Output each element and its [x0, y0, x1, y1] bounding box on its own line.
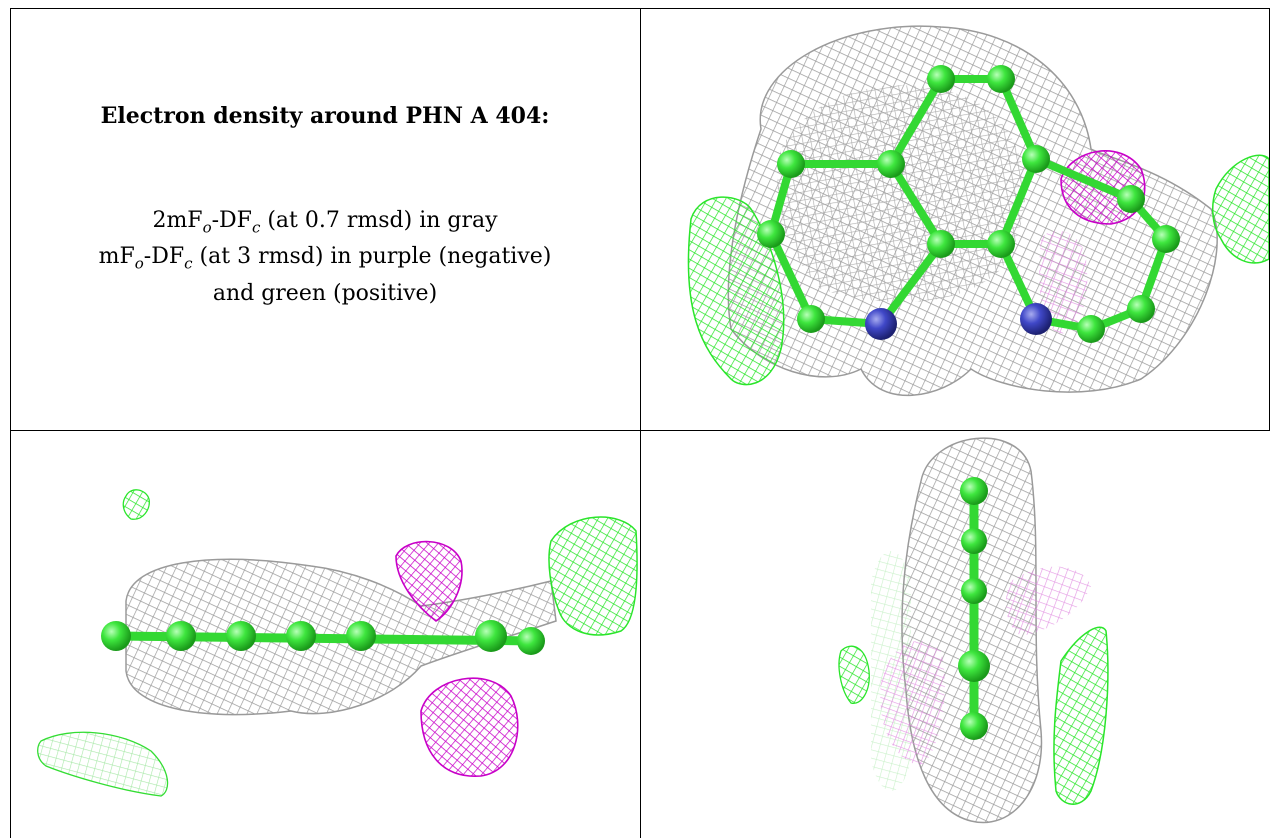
- legend-mfo-sub-o: o: [134, 254, 144, 273]
- legend-2mfo-prefix: 2mF: [152, 208, 203, 233]
- legend-2mfo-suffix: (at 0.7 rmsd) in gray: [260, 208, 498, 233]
- electron-density-mesh-top-view-icon: [687, 25, 1269, 397]
- legend-mfo-suffix: (at 3 rmsd) in purple (negative): [192, 244, 552, 270]
- caption-cell: Electron density around PHN A 404: 2mFo-…: [10, 8, 640, 428]
- purple-negative-mesh-right: [1005, 566, 1091, 636]
- molecule-atoms: [757, 65, 1180, 343]
- molecule-atoms: [958, 477, 990, 740]
- legend-line-mfo: mFo-DFc (at 3 rmsd) in purple (negative): [10, 242, 640, 278]
- panel-side-view: [11, 431, 640, 838]
- green-positive-mesh-right: [1053, 626, 1109, 805]
- figure-title: Electron density around PHN A 404:: [100, 103, 550, 129]
- legend-2mfo-mid: -DF: [211, 208, 252, 233]
- right-border: [1269, 8, 1270, 430]
- legend-mfo-prefix: mF: [98, 244, 135, 270]
- green-positive-mesh-lower-left: [37, 731, 169, 797]
- panel-top-view: [641, 9, 1269, 430]
- legend-2mfo-sub-o: o: [202, 218, 212, 237]
- green-positive-mesh-left: [687, 196, 785, 386]
- green-positive-mesh-small: [838, 645, 870, 704]
- left-border: [10, 8, 11, 838]
- legend-line-2mfo: 2mFo-DFc (at 0.7 rmsd) in gray: [10, 206, 640, 242]
- purple-negative-mesh-upper: [395, 540, 463, 622]
- legend-mfo-sub-c: c: [184, 254, 193, 273]
- legend-mfo-mid: -DF: [143, 244, 185, 270]
- green-positive-mesh-right: [1211, 154, 1269, 264]
- electron-density-mesh-side-view-icon: [37, 489, 638, 797]
- legend-line-green: and green (positive): [212, 280, 438, 306]
- purple-negative-mesh-lower: [420, 677, 519, 777]
- gray-density-inner: [777, 85, 1025, 303]
- legend-2mfo-sub-c: c: [251, 218, 261, 237]
- panel-end-view: [641, 431, 1269, 838]
- green-positive-mesh-small: [122, 489, 150, 520]
- purple-negative-mesh-left: [880, 641, 945, 766]
- figure-grid: Electron density around PHN A 404: 2mFo-…: [10, 8, 1270, 838]
- legend-text: 2mFo-DFc (at 0.7 rmsd) in gray mFo-DFc (…: [10, 206, 640, 309]
- green-positive-mesh-right: [548, 516, 638, 636]
- center-divider: [640, 8, 641, 838]
- electron-density-mesh-end-view-icon: [838, 437, 1109, 824]
- purple-negative-mesh-faint: [1039, 230, 1088, 334]
- molecule-atoms: [101, 620, 545, 655]
